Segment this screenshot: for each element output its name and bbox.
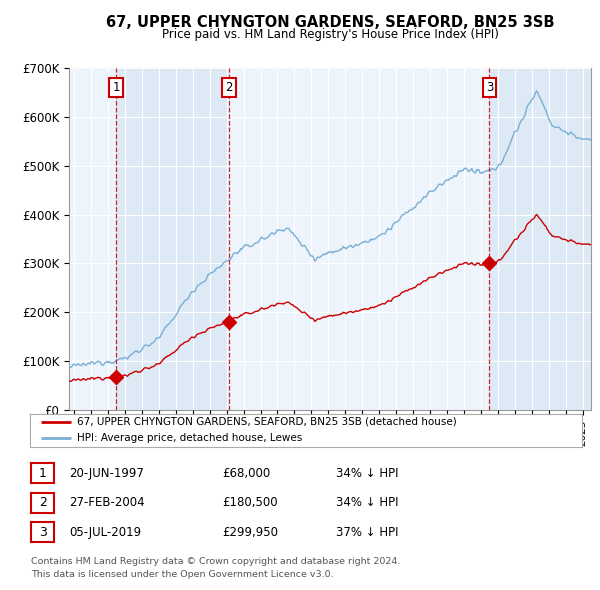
Text: 20-JUN-1997: 20-JUN-1997 [69,467,144,480]
Text: 67, UPPER CHYNGTON GARDENS, SEAFORD, BN25 3SB: 67, UPPER CHYNGTON GARDENS, SEAFORD, BN2… [106,15,554,30]
Text: £180,500: £180,500 [222,496,278,509]
Text: 34% ↓ HPI: 34% ↓ HPI [336,467,398,480]
Text: Contains HM Land Registry data © Crown copyright and database right 2024.: Contains HM Land Registry data © Crown c… [31,558,401,566]
Bar [490,68,591,410]
Text: 67, UPPER CHYNGTON GARDENS, SEAFORD, BN25 3SB (detached house): 67, UPPER CHYNGTON GARDENS, SEAFORD, BN2… [77,417,457,427]
Text: 05-JUL-2019: 05-JUL-2019 [69,526,141,539]
Text: 34% ↓ HPI: 34% ↓ HPI [336,496,398,509]
Bar [69,68,116,410]
Text: This data is licensed under the Open Government Licence v3.0.: This data is licensed under the Open Gov… [31,571,334,579]
Text: 37% ↓ HPI: 37% ↓ HPI [336,526,398,539]
Text: Price paid vs. HM Land Registry's House Price Index (HPI): Price paid vs. HM Land Registry's House … [161,28,499,41]
Bar [229,68,490,410]
Text: £68,000: £68,000 [222,467,270,480]
Text: 3: 3 [486,81,493,94]
Text: 2: 2 [38,496,47,509]
Text: 27-FEB-2004: 27-FEB-2004 [69,496,145,509]
Text: HPI: Average price, detached house, Lewes: HPI: Average price, detached house, Lewe… [77,433,302,443]
Text: 1: 1 [112,81,119,94]
Text: 1: 1 [38,467,47,480]
Bar [116,68,229,410]
Text: 2: 2 [226,81,233,94]
Text: £299,950: £299,950 [222,526,278,539]
Text: 3: 3 [38,526,47,539]
